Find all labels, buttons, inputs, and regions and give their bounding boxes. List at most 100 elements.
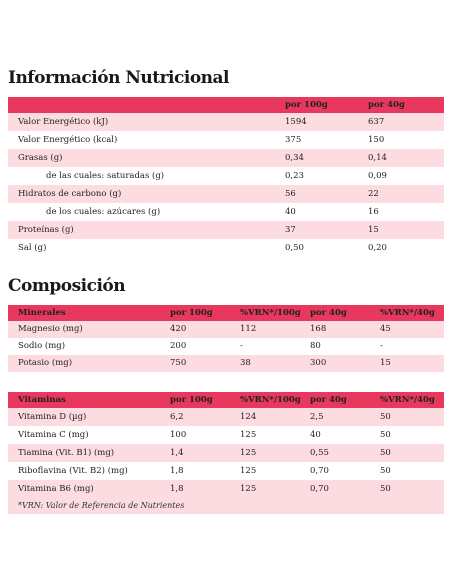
table-cell: 125	[240, 448, 257, 458]
table-cell: por 100g	[285, 100, 328, 110]
table-cell: 0,23	[285, 171, 304, 181]
table-cell: Tiamina (Vit. B1) (mg)	[18, 448, 115, 458]
table-cell: 125	[240, 430, 257, 440]
table-cell: de las cuales: saturadas (g)	[46, 171, 165, 181]
table-row: Tiamina (Vit. B1) (mg) 1,4 125 0,55 50	[8, 444, 444, 462]
table-cell: 0,20	[368, 243, 387, 253]
table-cell: 375	[285, 135, 302, 145]
table-cell: 16	[368, 207, 379, 217]
table-cell: Sal (g)	[18, 243, 47, 253]
table-cell: 1,8	[170, 466, 184, 476]
table-cell: 38	[240, 358, 251, 368]
table-row: Vitamina D (µg) 6,2 124 2,5 50	[8, 408, 444, 426]
table-cell: 0,55	[310, 448, 329, 458]
table-row: Riboflavina (Vit. B2) (mg) 1,8 125 0,70 50	[8, 462, 444, 480]
table-row: Vitamina B6 (mg) 1,8 125 0,70 50	[8, 480, 444, 498]
table-cell: 0,70	[310, 466, 329, 476]
table-cell: 0,70	[310, 484, 329, 494]
table-row: Valor Energético (kJ) 1594 637	[8, 113, 444, 131]
table-cell: 300	[310, 358, 327, 368]
table-row: Proteínas (g) 37 15	[8, 221, 444, 239]
table-cell: 50	[380, 484, 391, 494]
table-cell: de los cuales: azúcares (g)	[46, 207, 161, 217]
table-row: Hidratos de carbono (g) 56 22	[8, 185, 444, 203]
table-cell: Riboflavina (Vit. B2) (mg)	[18, 466, 128, 476]
table-cell: 637	[368, 117, 385, 127]
table-row: Minerales por 100g %VRN*/100g por 40g %VRN*/…	[8, 305, 444, 321]
table-cell: 168	[310, 324, 327, 334]
table-row: por 100g por 40g	[8, 97, 444, 113]
table-cell: Vitamina B6 (mg)	[18, 484, 94, 494]
table-cell: 80	[310, 341, 321, 351]
table-cell: Vitamina D (µg)	[18, 412, 87, 422]
table-cell: %VRN*/100g	[240, 308, 301, 318]
table-cell: 125	[240, 466, 257, 476]
table-cell: 0,09	[368, 171, 387, 181]
table-cell: 22	[368, 189, 379, 199]
table-row: *VRN: Valor de Referencia de Nutrientes	[8, 498, 444, 514]
table-cell: %VRN*/40g	[380, 395, 435, 405]
composition-title: Composición	[8, 276, 126, 296]
table-cell: 150	[368, 135, 385, 145]
table-cell: Hidratos de carbono (g)	[18, 189, 122, 199]
table-row: Magnesio (mg) 420 112 168 45	[8, 321, 444, 338]
table-cell: por 100g	[170, 395, 213, 405]
table-cell: Vitamina C (mg)	[18, 430, 89, 440]
footnote: *VRN: Valor de Referencia de Nutrientes	[18, 501, 185, 510]
table-cell: -	[380, 341, 383, 351]
table-row: Sodio (mg) 200 - 80 -	[8, 338, 444, 355]
table-cell: por 40g	[310, 308, 347, 318]
table-cell: 15	[368, 225, 379, 235]
table-cell: 50	[380, 412, 391, 422]
table-cell: 50	[380, 430, 391, 440]
table-cell: 0,14	[368, 153, 387, 163]
table-cell: por 40g	[368, 100, 405, 110]
table-cell: %VRN*/40g	[380, 308, 435, 318]
table-cell: 45	[380, 324, 391, 334]
table-cell: 15	[380, 358, 391, 368]
table-cell: Magnesio (mg)	[18, 324, 83, 334]
table-row: de las cuales: saturadas (g) 0,23 0,09	[8, 167, 444, 185]
table-cell: 1594	[285, 117, 307, 127]
table-cell: 1,8	[170, 484, 184, 494]
table-cell: por 40g	[310, 395, 347, 405]
table-cell: 0,50	[285, 243, 304, 253]
table-row: Sal (g) 0,50 0,20	[8, 239, 444, 257]
table-cell: 50	[380, 448, 391, 458]
table-cell: Potasio (mg)	[18, 358, 73, 368]
table-row: Vitaminas por 100g %VRN*/100g por 40g %VRN*/…	[8, 392, 444, 408]
table-cell: por 100g	[170, 308, 213, 318]
table-cell: 750	[170, 358, 187, 368]
table-cell: -	[240, 341, 243, 351]
table-cell: Valor Energético (kcal)	[18, 135, 118, 145]
table-cell: 112	[240, 324, 257, 334]
table-cell: Vitaminas	[18, 395, 66, 405]
table-cell: 40	[285, 207, 296, 217]
nutrition-title: Información Nutricional	[8, 68, 230, 88]
table-cell: Minerales	[18, 308, 66, 318]
table-cell: Proteínas (g)	[18, 225, 74, 235]
table-cell: 6,2	[170, 412, 184, 422]
table-cell: 200	[170, 341, 187, 351]
table-cell: Grasas (g)	[18, 153, 63, 163]
table-cell: 125	[240, 484, 257, 494]
table-cell: 0,34	[285, 153, 304, 163]
table-cell: 40	[310, 430, 321, 440]
table-row: Vitamina C (mg) 100 125 40 50	[8, 426, 444, 444]
table-row: Valor Energético (kcal) 375 150	[8, 131, 444, 149]
table-cell: 2,5	[310, 412, 324, 422]
table-cell: 56	[285, 189, 296, 199]
table-cell: 50	[380, 466, 391, 476]
table-cell: %VRN*/100g	[240, 395, 301, 405]
table-row: Potasio (mg) 750 38 300 15	[8, 355, 444, 372]
table-cell: Sodio (mg)	[18, 341, 66, 351]
table-row: de los cuales: azúcares (g) 40 16	[8, 203, 444, 221]
table-cell: 37	[285, 225, 296, 235]
table-cell: Valor Energético (kJ)	[18, 117, 109, 127]
table-cell: 1,4	[170, 448, 184, 458]
table-cell: 420	[170, 324, 187, 334]
table-cell: 124	[240, 412, 257, 422]
table-cell: 100	[170, 430, 187, 440]
table-row: Grasas (g) 0,34 0,14	[8, 149, 444, 167]
